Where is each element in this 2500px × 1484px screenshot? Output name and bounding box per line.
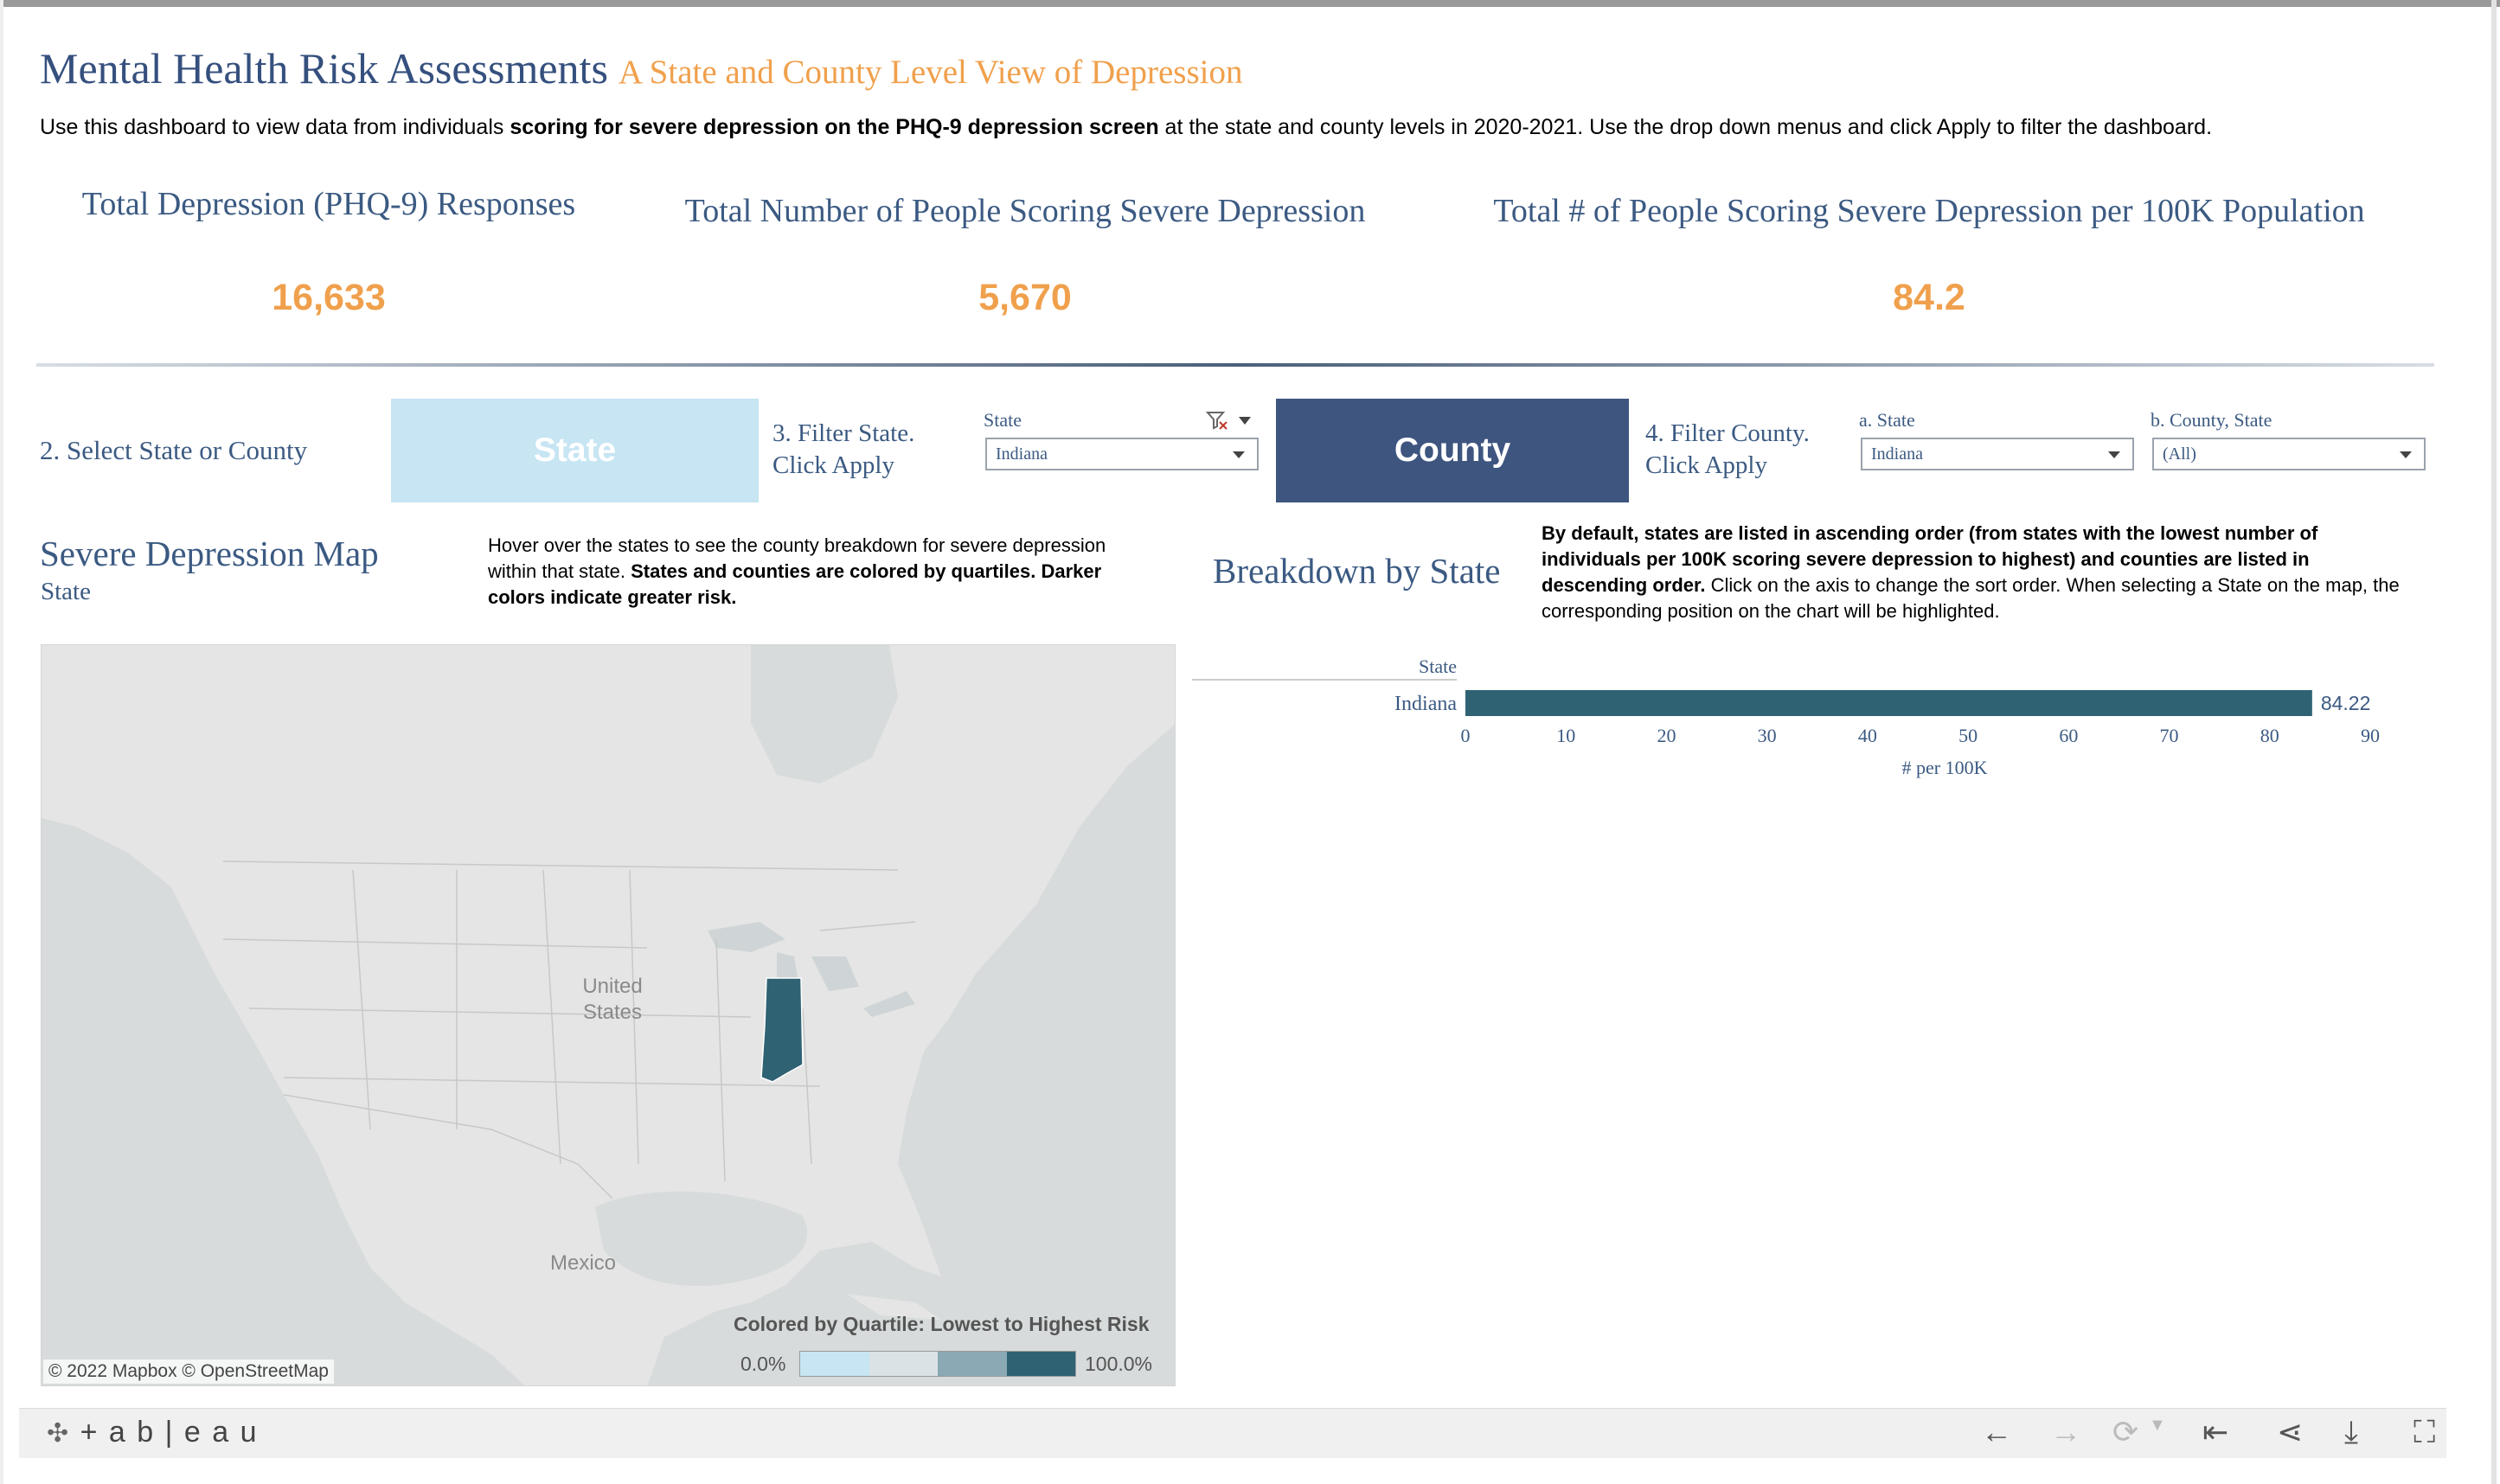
filter-county-line1: 4. Filter County. [1645, 419, 1810, 447]
county-state-dropdown-label: a. State [1859, 409, 1915, 431]
filter-state-line2: Click Apply [772, 451, 894, 479]
cuba [846, 1294, 941, 1320]
x-tick-label[interactable]: 0 [1461, 725, 1471, 746]
chevron-down-icon [1233, 451, 1245, 458]
title-main: Mental Health Risk Assessments [40, 44, 608, 93]
county-dropdown[interactable]: (All) [2152, 438, 2426, 470]
category-label[interactable]: Indiana [1394, 693, 1457, 715]
state-borders [222, 860, 916, 1199]
state-dropdown-value: Indiana [996, 445, 1048, 464]
state-button[interactable]: State [391, 399, 759, 502]
map-subtitle: State [41, 578, 91, 605]
filter-state-line1: 3. Filter State. [772, 419, 915, 447]
county-state-dropdown[interactable]: Indiana [1861, 438, 2134, 470]
bar-value-label: 84.22 [2321, 692, 2371, 714]
breakdown-bar-chart[interactable]: State Indiana 84.22 0 10 20 30 40 50 60 70 80 90 #… [1192, 640, 2429, 796]
x-axis-label[interactable]: # per 100K [1902, 757, 1988, 778]
county-state-dropdown-value: Indiana [1871, 445, 1923, 464]
x-tick-label[interactable]: 50 [1958, 725, 1978, 746]
legend-color-scale [799, 1351, 1076, 1377]
section-divider [36, 363, 2434, 367]
map-label-states: States [583, 1001, 642, 1024]
legend-max: 100.0% [1085, 1353, 1153, 1375]
tableau-toolbar: ✣ + a b | e a u ← → ⟳ ▼ ⇤ ⋖ ⤓ ⛶ [19, 1408, 2446, 1458]
legend-swatch-3 [938, 1352, 1007, 1376]
category-header: State [1419, 656, 1457, 677]
dashboard-title: Mental Health Risk Assessments A State an… [40, 43, 1242, 93]
map-title: Severe Depression Map [40, 534, 379, 573]
window-left-border [0, 0, 3, 1484]
redo-icon[interactable]: → [2050, 1414, 2081, 1449]
hudson-bay [751, 645, 898, 784]
state-dropdown[interactable]: Indiana [985, 438, 1259, 470]
select-state-county-label: 2. Select State or County [40, 435, 308, 465]
map-label-mexico: Mexico [550, 1251, 616, 1275]
kpi-per100k-value: 84.2 [1893, 277, 1965, 318]
revert-icon[interactable]: ⟳ [2112, 1414, 2139, 1449]
tableau-logo-icon: ✣ [47, 1419, 71, 1448]
kpi-severe-label: Total Number of People Scoring Severe De… [684, 193, 1366, 229]
x-tick-label[interactable]: 70 [2160, 725, 2179, 746]
undo-icon[interactable]: ← [1981, 1414, 2012, 1449]
breakdown-note-bold: By default, states are listed in ascendi… [1542, 522, 2318, 596]
legend-swatch-4 [1006, 1352, 1075, 1376]
fullscreen-icon[interactable]: ⛶ [2413, 1414, 2436, 1449]
kpi-per100k-label: Total # of People Scoring Severe Depress… [1493, 193, 2365, 229]
breakdown-note: By default, states are listed in ascendi… [1542, 521, 2407, 624]
filter-county-label: 4. Filter County. Click Apply [1645, 418, 1810, 482]
title-subtitle: A State and County Level View of Depress… [618, 54, 1243, 91]
kpi-responses-label: Total Depression (PHQ-9) Responses [81, 186, 576, 222]
share-icon[interactable]: ⋖ [2277, 1414, 2304, 1449]
map-canvas: United States Mexico [42, 645, 1175, 1385]
tableau-logo[interactable]: ✣ + a b | e a u [47, 1416, 259, 1449]
filter-county-line2: Click Apply [1645, 451, 1767, 479]
clear-filter-icon[interactable] [1205, 410, 1228, 431]
intro-text: Use this dashboard to view data from ind… [40, 115, 2212, 140]
revert-menu-chevron-icon[interactable]: ▼ [2149, 1416, 2166, 1435]
download-icon[interactable]: ⤓ [2344, 1414, 2358, 1449]
window-right-border [2491, 0, 2497, 1484]
x-tick-label[interactable]: 90 [2361, 725, 2380, 746]
chevron-down-icon [2400, 451, 2412, 458]
map-note: Hover over the states to see the county … [488, 533, 1128, 611]
county-dropdown-label: b. County, State [2151, 409, 2272, 431]
intro-bold: scoring for severe depression on the PHQ… [510, 115, 1159, 139]
kpi-responses-value: 16,633 [272, 277, 386, 318]
county-button[interactable]: County [1276, 399, 1629, 502]
map-attribution[interactable]: © 2022 Mapbox © OpenStreetMap [43, 1359, 334, 1384]
legend-swatch-1 [800, 1352, 869, 1376]
window-top-border [0, 0, 2500, 7]
intro-suffix: at the state and county levels in 2020-2… [1158, 115, 2213, 139]
intro-prefix: Use this dashboard to view data from ind… [40, 115, 510, 139]
x-tick-label[interactable]: 20 [1657, 725, 1676, 746]
breakdown-title: Breakdown by State [1213, 551, 1501, 591]
x-tick-label[interactable]: 10 [1556, 725, 1575, 746]
land-north-america [42, 645, 1175, 1385]
kpi-severe-value: 5,670 [978, 277, 1072, 318]
gulf-of-mexico [595, 1191, 808, 1286]
filter-state-label: 3. Filter State. Click Apply [772, 418, 914, 482]
severe-depression-map[interactable]: United States Mexico © 2022 Mapbox © Ope… [41, 644, 1176, 1386]
legend-swatch-2 [869, 1352, 938, 1376]
x-tick-label[interactable]: 80 [2260, 725, 2279, 746]
breakdown-note-plain: Click on the axis to change the sort ord… [1542, 574, 2400, 622]
legend-title: Colored by Quartile: Lowest to Highest R… [734, 1313, 1150, 1335]
x-tick-label[interactable]: 60 [2059, 725, 2078, 746]
bar[interactable] [1465, 690, 2312, 716]
reset-icon[interactable]: ⇤ [2202, 1414, 2229, 1449]
map-label-united: United [582, 975, 642, 998]
state-dropdown-label: State [984, 409, 1022, 431]
great-lakes [708, 922, 915, 1017]
legend-min: 0.0% [740, 1353, 786, 1375]
chevron-down-icon [2108, 451, 2120, 458]
map-note-plain: Hover over the states to see the county … [488, 534, 1106, 582]
x-tick-label[interactable]: 40 [1858, 725, 1877, 746]
county-dropdown-value: (All) [2163, 445, 2196, 464]
indiana-state [760, 977, 804, 1083]
state-filter-menu-icon[interactable] [1239, 417, 1251, 425]
x-tick-label[interactable]: 30 [1758, 725, 1777, 746]
tableau-logo-text: + a b | e a u [80, 1416, 259, 1449]
map-note-bold: States and counties are colored by quart… [488, 560, 1102, 608]
